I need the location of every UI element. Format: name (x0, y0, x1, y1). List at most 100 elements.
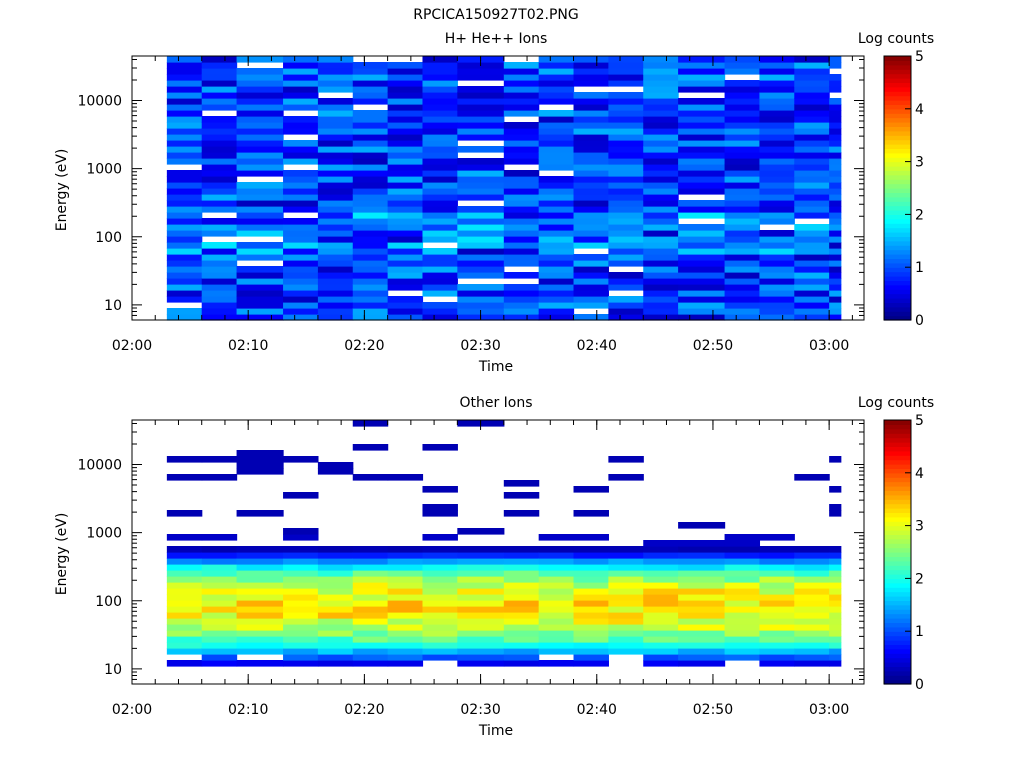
spectrogram-cell (201, 582, 238, 589)
spectrogram-cell (422, 158, 458, 165)
spectrogram-cell (387, 188, 424, 195)
spectrogram-cell (678, 630, 726, 637)
y-axis-label: Energy (eV) (54, 513, 70, 596)
spectrogram-cell (829, 194, 842, 201)
spectrogram-cell (829, 116, 842, 123)
spectrogram-cell (643, 80, 679, 87)
spectrogram-cell (829, 290, 842, 297)
colorbar-segment (884, 139, 911, 145)
spectrogram-cell (352, 68, 389, 75)
spectrogram-cell (166, 230, 203, 237)
spectrogram-cell (794, 648, 830, 655)
spectrogram-cell (283, 284, 319, 291)
spectrogram-cell (236, 110, 284, 117)
spectrogram-cell (759, 648, 795, 655)
spectrogram-cell (759, 92, 795, 99)
spectrogram-cell (538, 188, 575, 195)
spectrogram-cell (829, 170, 842, 177)
spectrogram-cell (236, 194, 284, 201)
spectrogram-cell (759, 308, 795, 315)
spectrogram-cell (352, 242, 389, 249)
spectrogram-cell (573, 236, 609, 243)
spectrogram-cell (317, 302, 354, 309)
spectrogram-cell (829, 224, 842, 231)
spectrogram-cell (166, 206, 203, 213)
spectrogram-cell (503, 206, 540, 213)
spectrogram-cell (829, 134, 842, 141)
spectrogram-cell (201, 194, 238, 201)
spectrogram-cell (724, 218, 761, 225)
colorbar-segment (884, 262, 911, 268)
spectrogram-cell (387, 254, 424, 261)
spectrogram-cell (829, 248, 842, 255)
spectrogram-cell (352, 164, 389, 171)
spectrogram-cell (678, 158, 726, 165)
colorbar-segment (884, 670, 911, 676)
spectrogram-cell (422, 164, 458, 171)
spectrogram-cell (759, 86, 795, 93)
spectrogram-cell (794, 152, 830, 159)
spectrogram-cell (794, 176, 830, 183)
spectrogram-cell (573, 62, 609, 69)
colorbar: 0 1 2 3 4 5 (883, 413, 924, 693)
spectrogram-cell (538, 56, 575, 63)
spectrogram-cell (283, 314, 319, 321)
spectrogram-cell (317, 74, 354, 81)
spectrogram-cell (678, 146, 726, 153)
colorbar-segment (884, 455, 911, 461)
spectrogram-cell (387, 122, 424, 129)
spectrogram-cell (166, 194, 203, 201)
spectrogram-cell (166, 188, 203, 195)
colorbar-segment (884, 60, 911, 66)
spectrogram-cell (283, 308, 319, 315)
spectrogram-cell (724, 236, 761, 243)
spectrogram-cell (201, 68, 238, 75)
spectrogram-cell (643, 110, 679, 117)
spectrogram-cell (538, 552, 575, 559)
spectrogram-cell (724, 224, 761, 231)
spectrogram-cell (457, 528, 505, 535)
spectrogram-cell (457, 546, 505, 553)
spectrogram-cell (457, 600, 505, 607)
spectrogram-cell (794, 314, 830, 321)
spectrogram-cell (201, 272, 238, 279)
spectrogram-cell (643, 206, 679, 213)
spectrogram-cell (201, 456, 238, 463)
spectrogram-cell (503, 308, 540, 315)
spectrogram-cell (538, 254, 575, 261)
spectrogram-cell (643, 314, 679, 321)
spectrogram-cell (283, 140, 319, 147)
spectrogram-cell (759, 230, 795, 237)
spectrogram-cell (608, 212, 644, 219)
spectrogram-cell (166, 56, 203, 63)
spectrogram-cell (317, 122, 354, 129)
spectrogram-cell (317, 308, 354, 315)
spectrogram-cell (794, 290, 830, 297)
spectrogram-cell (503, 588, 540, 595)
spectrogram-cell (608, 104, 644, 111)
spectrogram-cell (643, 660, 679, 667)
spectrogram-cell (794, 62, 830, 69)
colorbar-segment (884, 113, 911, 119)
spectrogram-cell (236, 588, 284, 595)
spectrogram-cell (678, 564, 726, 571)
y-tick-label: 10 (104, 298, 122, 314)
spectrogram-cell (352, 624, 389, 631)
spectrogram-cell (352, 576, 389, 583)
colorbar-segment (884, 86, 911, 92)
spectrogram-cell (201, 612, 238, 619)
spectrogram-cell (794, 146, 830, 153)
spectrogram-cell (678, 546, 726, 553)
colorbar-segment (884, 552, 911, 557)
spectrogram-cell (829, 176, 842, 183)
colorbar-segment (884, 565, 911, 571)
spectrogram-cell (608, 636, 644, 643)
spectrogram-cell (352, 140, 389, 147)
colorbar-segment (884, 679, 911, 685)
spectrogram-cell (608, 134, 644, 141)
spectrogram-cell (678, 278, 726, 285)
spectrogram-cell (387, 80, 424, 87)
spectrogram-cell (608, 260, 644, 267)
spectrogram-cell (457, 194, 505, 201)
spectrogram-cell (608, 176, 644, 183)
